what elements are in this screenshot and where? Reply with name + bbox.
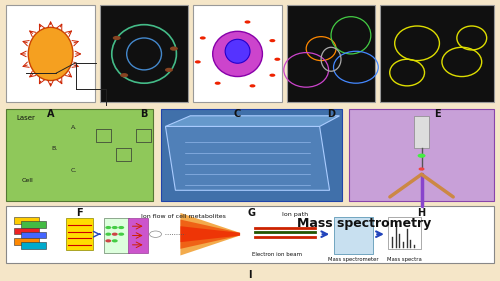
Polygon shape (166, 116, 340, 126)
Text: Mass spectra: Mass spectra (387, 257, 422, 262)
Circle shape (200, 36, 205, 40)
Circle shape (106, 233, 112, 236)
FancyBboxPatch shape (6, 5, 95, 103)
Text: Mass spectrometer: Mass spectrometer (328, 257, 378, 262)
Circle shape (106, 226, 112, 229)
Text: Ion flow of cell metabolites: Ion flow of cell metabolites (140, 214, 226, 219)
FancyBboxPatch shape (160, 109, 342, 201)
Bar (136, 129, 150, 142)
Text: B.: B. (51, 146, 58, 151)
FancyBboxPatch shape (334, 217, 374, 254)
FancyBboxPatch shape (22, 242, 46, 249)
Circle shape (150, 231, 162, 237)
Circle shape (418, 154, 426, 158)
Circle shape (106, 239, 112, 243)
Text: A: A (47, 109, 54, 119)
Circle shape (270, 39, 276, 42)
Circle shape (112, 233, 117, 236)
Text: G: G (247, 208, 255, 217)
Text: B: B (140, 109, 148, 119)
Circle shape (112, 239, 117, 243)
Circle shape (214, 81, 220, 85)
Text: Ion path: Ion path (282, 212, 308, 217)
Ellipse shape (28, 27, 73, 81)
FancyBboxPatch shape (414, 116, 429, 148)
FancyBboxPatch shape (14, 228, 38, 234)
FancyBboxPatch shape (287, 5, 376, 103)
Polygon shape (180, 213, 240, 255)
Text: I: I (248, 270, 252, 280)
Text: Mass spectrometry: Mass spectrometry (297, 217, 432, 230)
FancyBboxPatch shape (380, 5, 494, 103)
Polygon shape (180, 219, 240, 249)
Text: C: C (234, 109, 241, 119)
Circle shape (118, 226, 124, 229)
Circle shape (250, 84, 256, 87)
Text: H: H (418, 208, 426, 217)
FancyBboxPatch shape (6, 109, 153, 201)
Circle shape (120, 73, 128, 77)
Circle shape (244, 21, 250, 24)
Ellipse shape (212, 31, 262, 76)
FancyBboxPatch shape (350, 109, 494, 201)
Circle shape (418, 167, 424, 171)
Circle shape (112, 226, 117, 229)
FancyBboxPatch shape (128, 218, 148, 253)
Circle shape (195, 60, 201, 64)
Text: Electron ion beam: Electron ion beam (252, 252, 302, 257)
Polygon shape (180, 226, 240, 242)
FancyBboxPatch shape (388, 217, 420, 249)
FancyBboxPatch shape (194, 5, 282, 103)
Circle shape (118, 233, 124, 236)
FancyBboxPatch shape (104, 218, 129, 253)
Text: Laser: Laser (16, 115, 35, 121)
Polygon shape (166, 126, 330, 190)
FancyBboxPatch shape (100, 5, 188, 103)
FancyBboxPatch shape (6, 206, 494, 264)
Text: Cell: Cell (22, 178, 33, 183)
Bar (116, 148, 130, 161)
Bar (96, 129, 111, 142)
Text: E: E (434, 109, 440, 119)
Circle shape (170, 46, 178, 51)
Text: C.: C. (71, 168, 78, 173)
FancyBboxPatch shape (2, 1, 498, 268)
Circle shape (274, 58, 280, 61)
Text: F: F (76, 208, 83, 217)
FancyBboxPatch shape (22, 232, 46, 238)
Text: D: D (327, 109, 335, 119)
Circle shape (270, 74, 276, 77)
FancyBboxPatch shape (14, 238, 38, 245)
FancyBboxPatch shape (14, 217, 38, 224)
FancyBboxPatch shape (66, 218, 94, 250)
Ellipse shape (225, 39, 250, 63)
FancyBboxPatch shape (22, 221, 46, 228)
Circle shape (113, 36, 120, 40)
Text: A.: A. (71, 125, 77, 130)
Circle shape (165, 68, 173, 72)
